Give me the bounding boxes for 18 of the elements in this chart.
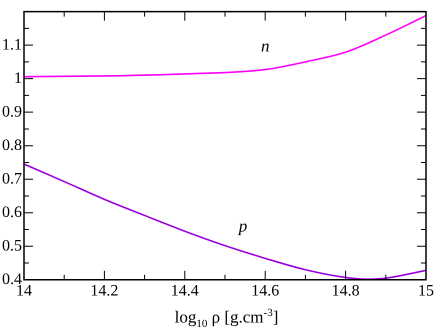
- series-label: n: [260, 36, 270, 56]
- x-tick-label: 15: [418, 282, 434, 300]
- x-tick-label: 14.6: [251, 282, 280, 300]
- y-tick-label: 0.8: [2, 136, 22, 154]
- y-tick-label: 0.6: [2, 204, 22, 221]
- y-tick-label: 1: [14, 70, 22, 87]
- y-tick-label: 0.7: [2, 170, 22, 188]
- y-tick-label: 0.9: [2, 103, 22, 120]
- x-tick-label: 14: [16, 282, 32, 300]
- line-series: [24, 163, 426, 280]
- y-tick-label: 0.5: [2, 237, 22, 254]
- x-axis-title: log$_{10}$ ρ [g.cm$^{-3}$]: [174, 306, 280, 330]
- line-series: [24, 14, 426, 78]
- x-tick-label: 14.2: [90, 282, 118, 300]
- series-label: p: [238, 216, 248, 236]
- x-tick-label: 14.4: [170, 282, 199, 300]
- x-tick-label: 14.8: [332, 282, 360, 300]
- y-tick-label: 1.1: [2, 36, 22, 54]
